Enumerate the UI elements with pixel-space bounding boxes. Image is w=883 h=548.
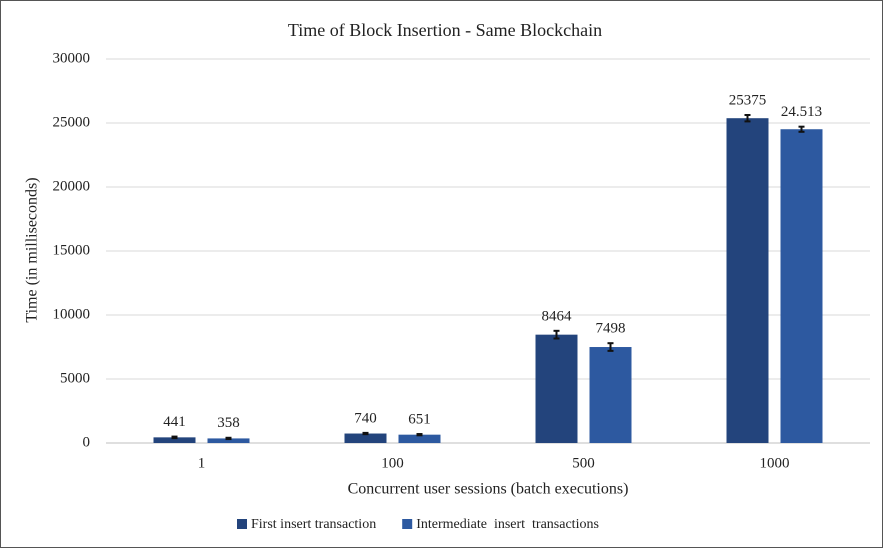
x-tick-label: 100 <box>381 455 404 471</box>
error-bar <box>171 435 178 440</box>
x-tick-label: 1 <box>198 455 206 471</box>
error-bar <box>607 342 614 352</box>
error-bar <box>798 125 805 133</box>
error-bar <box>744 114 751 123</box>
bar <box>589 347 632 443</box>
bar <box>344 433 387 443</box>
bar <box>398 434 441 443</box>
data-label: 25375 <box>729 92 767 108</box>
data-label: 651 <box>408 411 431 427</box>
data-label: 8464 <box>542 308 573 324</box>
error-bar <box>362 431 369 436</box>
bar <box>780 129 823 444</box>
data-label: 24.513 <box>781 104 822 120</box>
data-label: 358 <box>217 415 240 431</box>
x-tick-label: 500 <box>572 455 595 471</box>
bar <box>207 438 250 443</box>
error-bar <box>225 436 232 441</box>
bar <box>153 437 196 443</box>
legend-swatch <box>237 519 247 529</box>
x-tick-label: 1000 <box>760 455 790 471</box>
y-axis-label: Time (in milliseconds) <box>24 177 41 322</box>
data-label: 740 <box>354 410 377 426</box>
data-label: 441 <box>163 414 186 430</box>
error-bar <box>416 433 423 437</box>
y-tick-label: 30000 <box>53 50 91 66</box>
x-axis-label: Concurrent user sessions (batch executio… <box>348 481 629 498</box>
bar <box>535 334 578 443</box>
y-tick-label: 10000 <box>53 306 91 322</box>
y-tick-label: 0 <box>83 434 91 450</box>
y-tick-label: 25000 <box>53 114 91 130</box>
legend-label: First insert transaction <box>251 517 376 532</box>
y-tick-label: 20000 <box>53 178 91 194</box>
bar <box>726 118 769 443</box>
error-bar <box>553 329 560 340</box>
data-label: 7498 <box>596 321 626 337</box>
y-tick-label: 5000 <box>60 370 90 386</box>
y-tick-label: 15000 <box>53 242 91 258</box>
legend-label: Intermediate insert transactions <box>416 517 599 532</box>
legend-swatch <box>402 519 413 529</box>
chart-title: Time of Block Insertion - Same Blockchai… <box>288 20 602 40</box>
